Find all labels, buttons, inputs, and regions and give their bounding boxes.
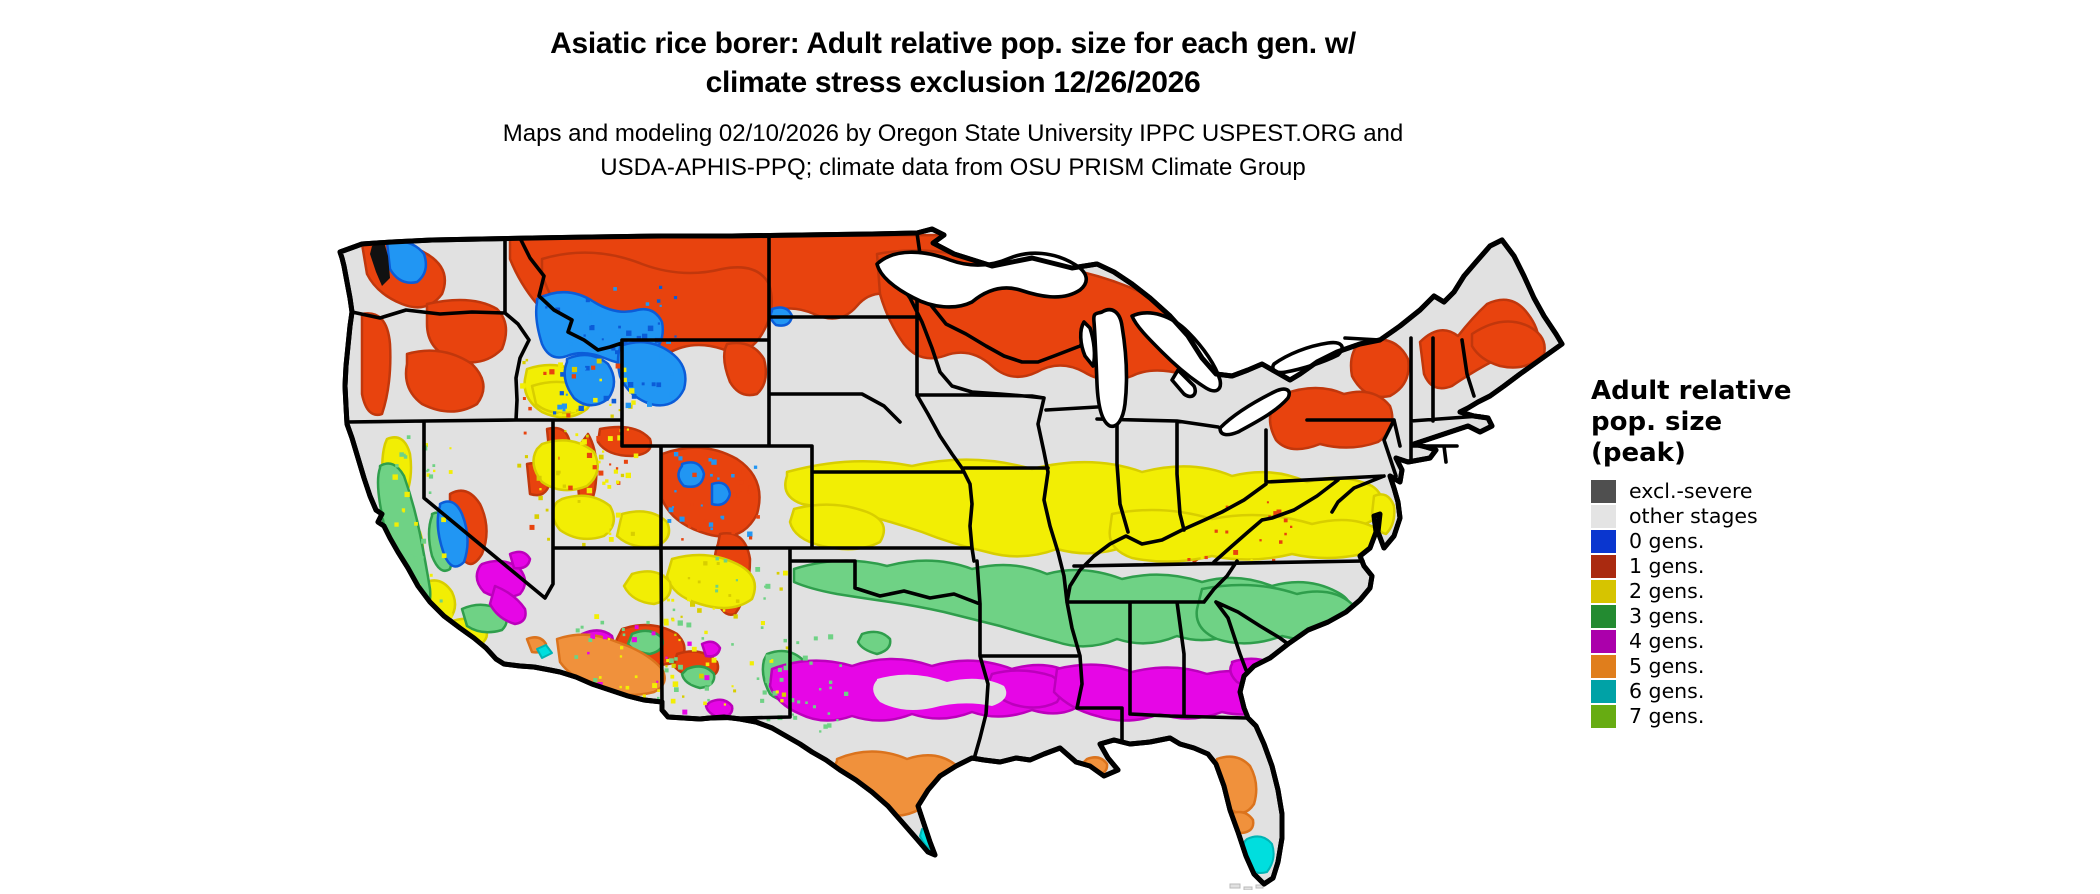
- florida-keys: [1229, 883, 1264, 891]
- legend-item-1-gens: 1 gens.: [1591, 554, 1821, 579]
- legend-swatch: [1591, 555, 1616, 578]
- legend-item-0-gens: 0 gens.: [1591, 529, 1821, 554]
- title-block: Asiatic rice borer: Adult relative pop. …: [0, 24, 1906, 185]
- legend-title-line1: Adult relative: [1591, 376, 1792, 406]
- state-borders: [345, 231, 1482, 761]
- legend-swatch: [1591, 655, 1616, 678]
- lake-erie: [1218, 387, 1291, 437]
- legend-item-6-gens: 6 gens.: [1591, 679, 1821, 704]
- legend-swatch: [1591, 505, 1616, 528]
- legend-swatch: [1591, 530, 1616, 553]
- map-region-other-stages-hole: [873, 674, 1007, 710]
- legend-item-2-gens: 2 gens.: [1591, 579, 1821, 604]
- legend-swatch: [1591, 605, 1616, 628]
- subtitle-line2: USDA-APHIS-PPQ; climate data from OSU PR…: [600, 154, 1306, 181]
- legend-item-excl-severe: excl.-severe: [1591, 479, 1821, 504]
- legend-swatch: [1591, 480, 1616, 503]
- us-map-svg: [332, 214, 1572, 891]
- saginaw-bay: [1170, 368, 1198, 399]
- legend-items: excl.-severe other stages 0 gens. 1 gens…: [1591, 479, 1821, 729]
- legend-swatch: [1591, 580, 1616, 603]
- legend-item-3-gens: 3 gens.: [1591, 604, 1821, 629]
- legend-title-line2: pop. size: [1591, 407, 1723, 437]
- legend-item-5-gens: 5 gens.: [1591, 654, 1821, 679]
- green-bay: [1078, 320, 1097, 368]
- lake-michigan: [1092, 307, 1129, 429]
- legend-swatch: [1591, 630, 1616, 653]
- legend-item-other-stages: other stages: [1591, 504, 1821, 529]
- map-region-0-gens: [385, 240, 794, 568]
- subtitle-line1: Maps and modeling 02/10/2026 by Oregon S…: [502, 120, 1404, 147]
- legend-swatch: [1591, 705, 1616, 728]
- puget-sound: [370, 242, 390, 286]
- great-lakes: [875, 250, 1344, 437]
- map-raster-regions: [360, 233, 1546, 874]
- legend-item-7-gens: 7 gens.: [1591, 704, 1821, 729]
- legend: Adult relative pop. size (peak) excl.-se…: [1591, 376, 1821, 729]
- lake-superior: [875, 250, 1088, 309]
- legend-item-4-gens: 4 gens.: [1591, 629, 1821, 654]
- legend-swatch: [1591, 680, 1616, 703]
- legend-title-line3: (peak): [1591, 438, 1686, 468]
- page-title-line1: Asiatic rice borer: Adult relative pop. …: [550, 27, 1356, 60]
- page-title-line2: climate stress exclusion 12/26/2026: [705, 66, 1201, 99]
- us-generation-map: [332, 214, 1572, 891]
